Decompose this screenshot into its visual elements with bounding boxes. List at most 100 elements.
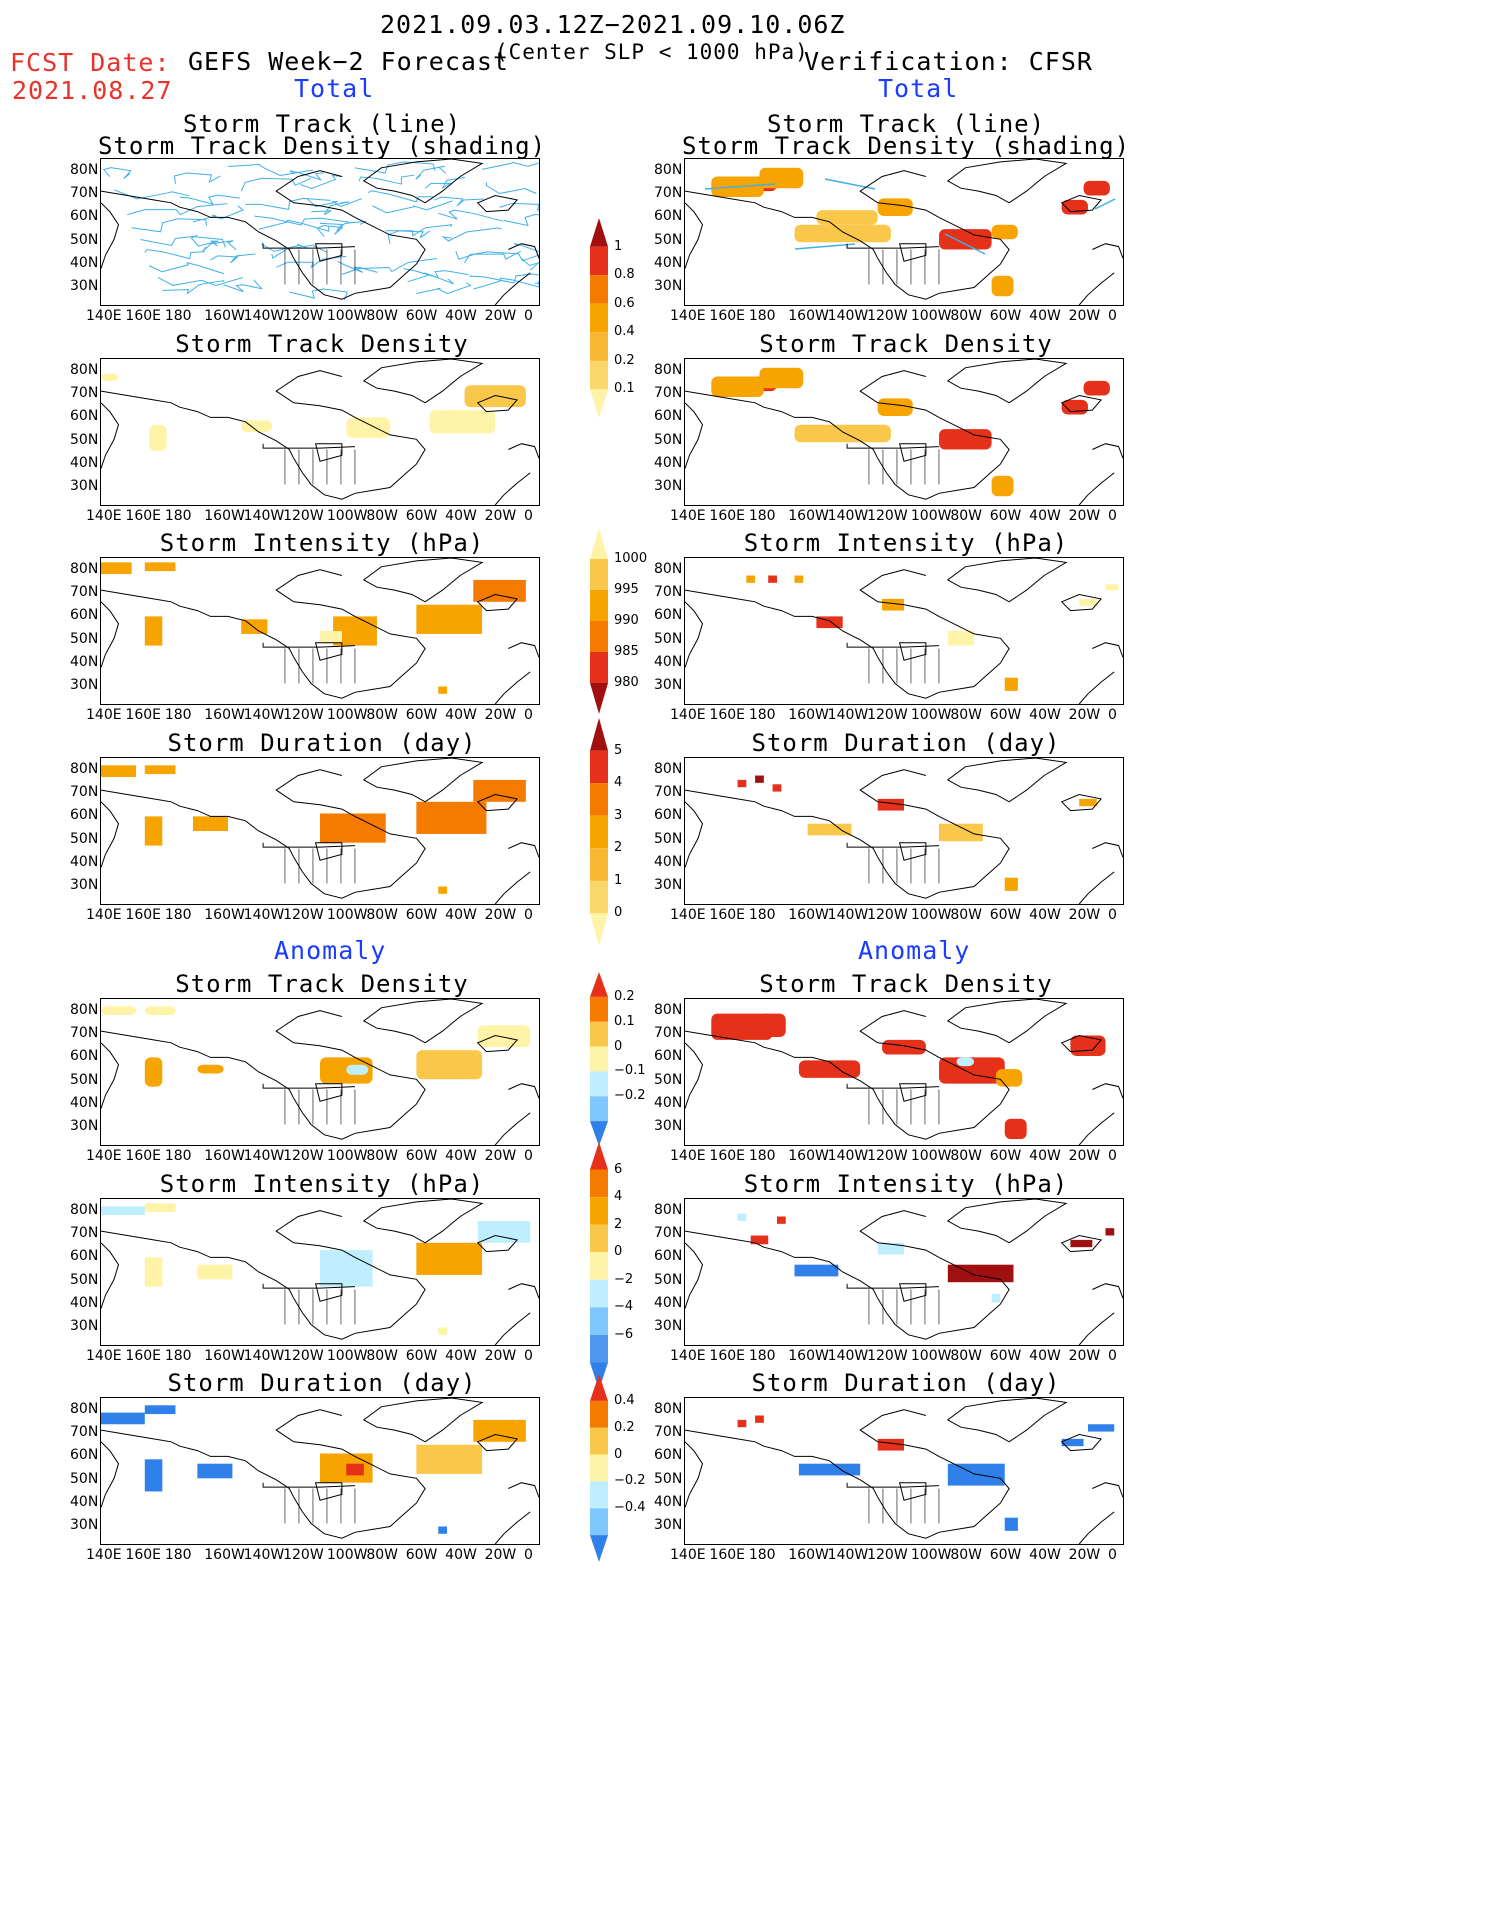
coastline bbox=[1078, 871, 1115, 904]
lon-tick-label: 140W bbox=[827, 707, 869, 723]
lat-tick-label: 40N bbox=[654, 1095, 683, 1112]
lon-tick-label: 80W bbox=[950, 1148, 982, 1164]
storm-track-line bbox=[503, 213, 539, 227]
lat-tick-label: 80N bbox=[654, 760, 683, 777]
storm-track-line bbox=[162, 280, 225, 295]
coastline bbox=[101, 1042, 120, 1109]
coastline bbox=[898, 1083, 927, 1102]
lon-tick-label: 100W bbox=[326, 1547, 368, 1563]
lat-tick-label: 40N bbox=[70, 1295, 99, 1312]
shading-cell bbox=[882, 1039, 926, 1055]
left-map-panel-4 bbox=[100, 757, 540, 905]
lon-tick-label: 0 bbox=[524, 907, 533, 923]
coastline bbox=[476, 1433, 519, 1452]
shading-cell bbox=[346, 417, 391, 438]
lon-tick-label: 120W bbox=[283, 907, 324, 923]
lon-tick-label: 140W bbox=[827, 1547, 869, 1563]
lat-tick-label: 60N bbox=[70, 807, 99, 824]
coastline bbox=[362, 359, 484, 404]
lat-tick-label: 80N bbox=[70, 1201, 99, 1218]
lon-tick-label: 140E bbox=[86, 308, 122, 324]
coastline bbox=[508, 1482, 539, 1498]
coastline bbox=[494, 1112, 531, 1145]
lon-tick-label: 0 bbox=[1108, 508, 1117, 524]
coastline bbox=[476, 1234, 519, 1253]
colorbar-segment bbox=[590, 848, 608, 881]
storm-track-line bbox=[316, 225, 344, 237]
lon-tick-label: 100W bbox=[326, 707, 368, 723]
colorbar-segment bbox=[590, 718, 608, 751]
coastline bbox=[275, 1409, 426, 1539]
shading-cell bbox=[1004, 1118, 1027, 1140]
lon-tick-label: 180 bbox=[748, 1348, 776, 1364]
colorbar-duration-total bbox=[590, 718, 608, 946]
coastline bbox=[946, 1199, 1068, 1244]
lon-tick-label: 160E bbox=[709, 907, 745, 923]
shading-cell bbox=[416, 1444, 483, 1474]
shading-cell bbox=[711, 376, 764, 397]
lon-tick-label: 140W bbox=[243, 707, 285, 723]
lon-tick-label: 140E bbox=[86, 1547, 122, 1563]
lon-tick-label: 160E bbox=[125, 508, 161, 524]
lat-tick-label: 80N bbox=[70, 1001, 99, 1018]
left-map-panel-1 bbox=[100, 158, 540, 306]
lon-tick-label: 80W bbox=[950, 1547, 982, 1563]
shading-cell bbox=[1004, 877, 1018, 891]
storm-track-line bbox=[704, 183, 776, 190]
colorbar-segment bbox=[590, 1334, 608, 1363]
coastline bbox=[101, 589, 295, 658]
coastline bbox=[262, 1283, 356, 1289]
shading-cell bbox=[807, 823, 852, 836]
colorbar-segment bbox=[590, 1307, 608, 1335]
colorbar-segment bbox=[590, 1096, 608, 1122]
coastline bbox=[846, 243, 940, 249]
coastline bbox=[362, 1199, 484, 1244]
lat-tick-label: 40N bbox=[654, 654, 683, 671]
shading-cell bbox=[197, 1463, 233, 1479]
shading-cell bbox=[149, 424, 167, 451]
coastline bbox=[494, 871, 531, 904]
coastline bbox=[494, 671, 531, 704]
coastline bbox=[846, 642, 940, 648]
shading-cell bbox=[464, 385, 526, 408]
colorbar-segment bbox=[590, 1197, 608, 1225]
lon-tick-label: 140E bbox=[670, 1348, 706, 1364]
storm-track-line bbox=[210, 253, 256, 264]
coastline bbox=[685, 801, 704, 868]
coastline bbox=[685, 589, 879, 658]
coastline bbox=[101, 801, 120, 868]
slp-subtitle: (Center SLP < 1000 hPa) bbox=[495, 40, 809, 64]
shading-cell bbox=[816, 210, 878, 225]
lon-tick-label: 80W bbox=[366, 907, 398, 923]
lon-tick-label: 100W bbox=[910, 907, 952, 923]
lat-tick-label: 70N bbox=[70, 584, 99, 601]
lat-tick-label: 40N bbox=[70, 255, 99, 272]
lat-tick-label: 40N bbox=[654, 455, 683, 472]
coastline bbox=[508, 842, 539, 858]
lat-tick-label: 70N bbox=[654, 784, 683, 801]
lon-tick-label: 160W bbox=[204, 1148, 245, 1164]
lat-tick-label: 60N bbox=[654, 807, 683, 824]
left-map-svg-6 bbox=[101, 1199, 539, 1345]
lon-tick-label: 180 bbox=[748, 907, 776, 923]
colorbar-segment bbox=[590, 275, 608, 304]
colorbar-label: −0.4 bbox=[614, 1500, 646, 1516]
coastline bbox=[1092, 443, 1123, 459]
coastline bbox=[494, 472, 531, 505]
lon-tick-label: 0 bbox=[1108, 1547, 1117, 1563]
lon-tick-label: 160E bbox=[125, 1148, 161, 1164]
lon-tick-label: 180 bbox=[748, 707, 776, 723]
left-panel-title-2: Storm Track Density bbox=[175, 330, 469, 358]
shading-cell bbox=[939, 229, 992, 250]
lon-tick-label: 60W bbox=[405, 1148, 438, 1164]
lon-tick-label: 80W bbox=[366, 1148, 398, 1164]
lat-tick-label: 30N bbox=[654, 877, 683, 894]
lon-tick-label: 180 bbox=[748, 508, 776, 524]
lat-tick-label: 70N bbox=[654, 385, 683, 402]
shading-cell bbox=[939, 429, 992, 450]
lon-tick-label: 60W bbox=[989, 707, 1022, 723]
right-map-panel-2 bbox=[684, 358, 1124, 506]
colorbar-segment bbox=[590, 1481, 608, 1509]
colorbar-label: −2 bbox=[614, 1271, 634, 1287]
colorbar-label: 0.1 bbox=[614, 1013, 635, 1029]
